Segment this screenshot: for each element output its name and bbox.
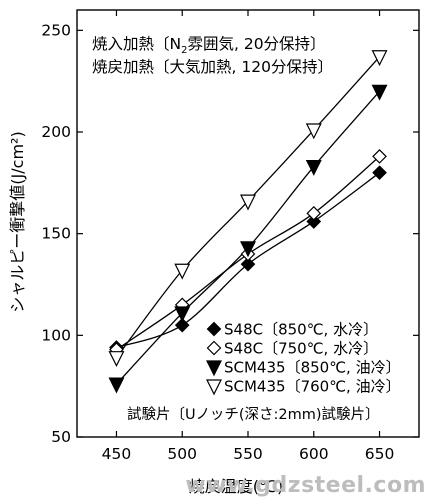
axis-ticks: 450 500 550 600 650 50 100 150 200 250: [41, 10, 419, 463]
data-point-1: [372, 149, 387, 164]
y-tick-label: 250: [41, 21, 71, 39]
data-point-3: [240, 194, 256, 211]
data-point-2: [371, 84, 388, 101]
y-tick-label: 150: [41, 225, 71, 243]
data-point-1: [306, 205, 322, 221]
x-tick-label: 650: [365, 445, 395, 463]
legend-marker-3: [206, 379, 222, 396]
x-tick-label: 550: [233, 445, 263, 463]
legend-label-3: SCM435〔760℃, 油冷〕: [224, 378, 401, 396]
legend-marker-0: [206, 321, 222, 337]
legend-marker-1: [206, 340, 222, 356]
x-tick-label: 600: [299, 445, 329, 463]
y-tick-label: 100: [41, 326, 71, 344]
footnote: 試験片〔Uノッチ(深さ:2mm)試験片〕: [127, 406, 380, 423]
x-tick-label: 450: [102, 445, 132, 463]
data-point-2: [174, 306, 191, 323]
data-point-0: [372, 165, 387, 181]
data-point-0: [240, 256, 256, 272]
data-point-2: [108, 377, 125, 394]
series-markers: [108, 50, 388, 394]
y-axis-label: シャルピー衝撃値(J/cm²): [8, 131, 27, 312]
y-tick-label: 50: [51, 428, 71, 446]
data-point-3: [371, 50, 388, 67]
data-point-2: [305, 159, 322, 176]
data-point-3: [108, 351, 125, 368]
legend-marker-2: [206, 360, 222, 377]
data-point-3: [305, 123, 322, 140]
annotation-temper: 焼戻加熱〔大気加熱, 120分保持〕: [92, 58, 333, 76]
legend-label-1: S48C〔750℃, 水冷〕: [224, 340, 378, 358]
annotation-quench: 焼入加熱〔N2雰囲気, 20分保持〕: [92, 35, 326, 56]
x-axis-label: 焼戻温度(℃): [189, 477, 283, 496]
data-point-3: [174, 263, 191, 280]
x-tick-label: 500: [167, 445, 197, 463]
data-point-2: [240, 241, 256, 258]
legend-label-2: SCM435〔850℃, 油冷〕: [224, 359, 401, 377]
watermark: www.gdzsteel.com: [185, 473, 426, 498]
legend: S48C〔850℃, 水冷〕S48C〔750℃, 水冷〕SCM435〔850℃,…: [206, 321, 401, 396]
data-point-0: [306, 214, 322, 229]
data-point-0: [174, 317, 190, 333]
y-tick-label: 200: [41, 123, 71, 141]
legend-label-0: S48C〔850℃, 水冷〕: [224, 321, 378, 339]
